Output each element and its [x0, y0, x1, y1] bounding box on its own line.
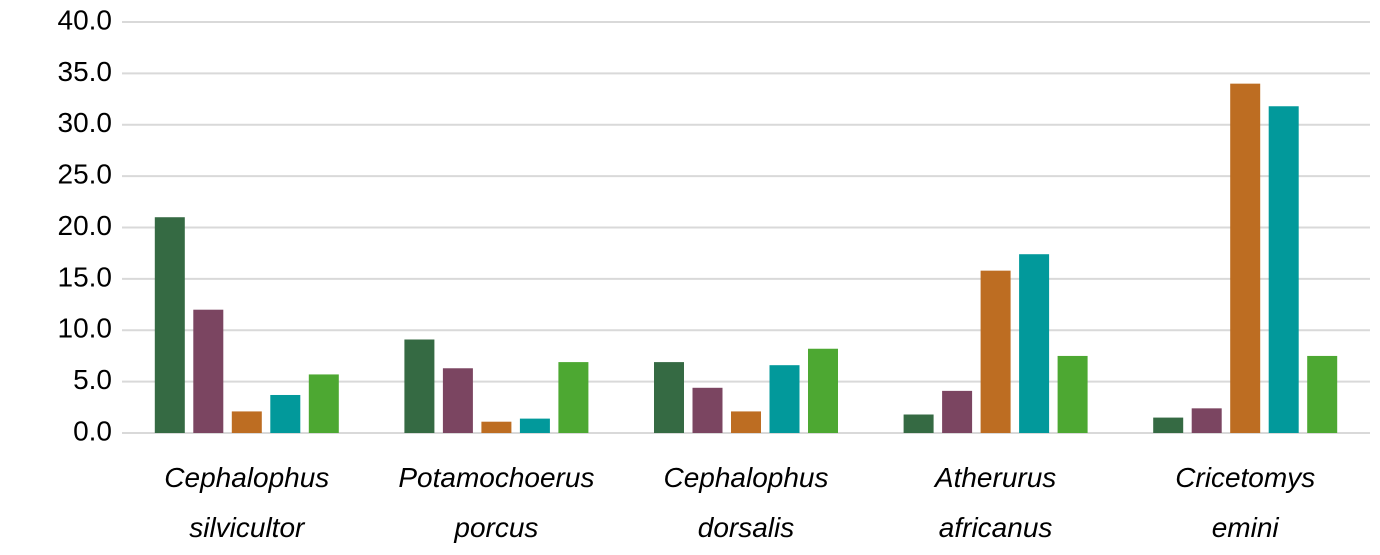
- x-tick-label-line: Potamochoerus: [398, 462, 594, 493]
- x-tick-label: Potamochoerus porcus: [398, 462, 594, 543]
- bar: [193, 309, 224, 433]
- bar: [558, 362, 589, 433]
- y-tick-label: 25.0: [58, 159, 113, 190]
- bar: [1153, 417, 1184, 433]
- x-tick-label-line: dorsalis: [698, 512, 794, 543]
- x-tick-label-line: porcus: [453, 512, 538, 543]
- x-tick-label: Atherurus africanus: [933, 462, 1056, 543]
- bar: [1230, 83, 1261, 434]
- bar: [1057, 355, 1088, 433]
- bar: [692, 387, 723, 433]
- y-tick-label: 5.0: [73, 364, 112, 395]
- y-tick-label: 40.0: [58, 4, 113, 35]
- bar: [1019, 254, 1050, 433]
- x-tick-label-line: Atherurus: [933, 462, 1056, 493]
- bar: [231, 411, 262, 433]
- y-tick-label: 15.0: [58, 261, 113, 292]
- x-tick-label: Cephalophus dorsalis: [663, 462, 828, 543]
- bar: [1268, 106, 1299, 433]
- x-tick-label-line: africanus: [939, 512, 1053, 543]
- x-tick-label: Cephalophus silvicultor: [164, 462, 329, 543]
- bar: [654, 362, 684, 433]
- bar: [942, 390, 973, 433]
- x-tick-label-line: Cricetomys: [1175, 462, 1315, 493]
- x-tick-label-line: silvicultor: [189, 512, 306, 543]
- bar: [270, 394, 301, 433]
- bar: [519, 418, 550, 433]
- bar: [154, 217, 185, 433]
- y-tick-label: 30.0: [58, 107, 113, 138]
- bar: [1191, 408, 1222, 433]
- bar: [731, 411, 761, 433]
- x-tick-label-line: Cephalophus: [164, 462, 329, 493]
- bar: [980, 270, 1011, 433]
- bar: [308, 374, 339, 433]
- bar: [903, 414, 934, 433]
- bar: [481, 421, 512, 433]
- x-tick-label: Cricetomys emini: [1175, 462, 1315, 543]
- y-tick-label: 35.0: [58, 56, 113, 87]
- bar: [769, 365, 800, 433]
- bar: [1307, 355, 1338, 433]
- bar: [442, 368, 473, 433]
- y-tick-label: 0.0: [73, 415, 112, 446]
- y-tick-label: 10.0: [58, 313, 113, 344]
- bar: [404, 339, 435, 433]
- x-tick-label-line: Cephalophus: [663, 462, 828, 493]
- y-tick-label: 20.0: [58, 210, 113, 241]
- x-tick-label-line: emini: [1212, 512, 1280, 543]
- bar: [808, 348, 838, 433]
